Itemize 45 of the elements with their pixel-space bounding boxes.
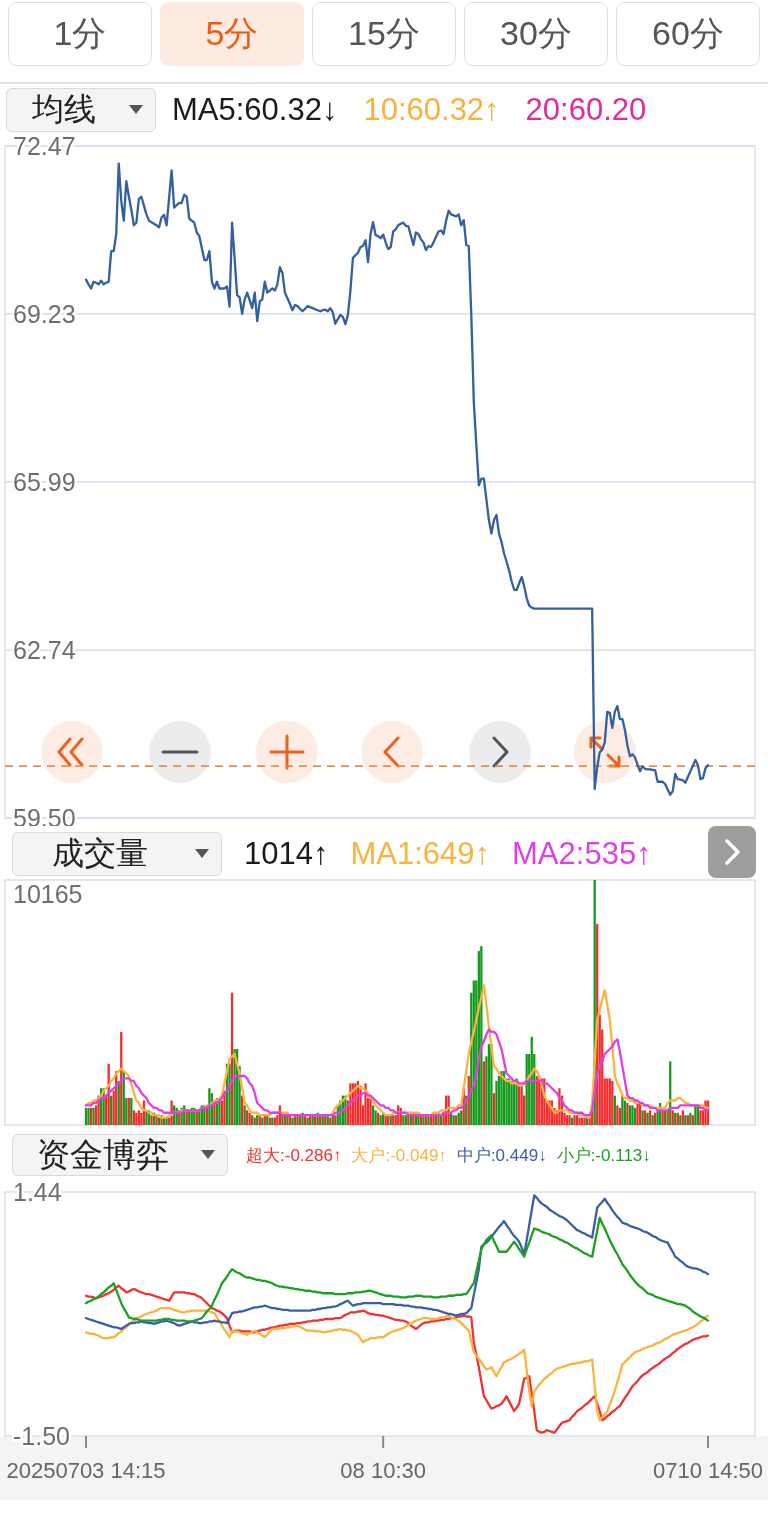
tab-button: 5分 xyxy=(160,2,304,66)
y-tick-label: 1.44 xyxy=(13,1178,62,1206)
bar xyxy=(575,1115,579,1125)
text: MA2:535↑ xyxy=(512,836,652,872)
y-tick-label: 69.23 xyxy=(13,299,76,328)
bar xyxy=(621,1095,624,1125)
line-series xyxy=(84,1194,710,1331)
text: 10165 xyxy=(13,880,83,909)
line-series xyxy=(84,1284,710,1434)
dropdown: 均线 xyxy=(6,88,156,132)
dropdown: 资金博弈 xyxy=(12,1134,228,1176)
dropdown: 成交量 xyxy=(12,832,222,876)
line-series xyxy=(84,1307,710,1422)
bar xyxy=(699,1110,702,1125)
bar xyxy=(243,1105,246,1125)
tab-button: 15分 xyxy=(312,2,456,66)
text: 20:60.20 xyxy=(525,92,647,128)
line-series xyxy=(84,162,710,796)
text: MA1:649↑ xyxy=(350,836,491,872)
bar xyxy=(495,1080,498,1125)
chart-title: 均线 xyxy=(32,90,96,129)
bar xyxy=(371,1105,375,1125)
text: MA5:60.32↓ xyxy=(172,92,338,128)
bar xyxy=(565,1115,569,1125)
bar xyxy=(681,1110,684,1125)
text: 1014↑ xyxy=(244,836,329,872)
text: 小户:-0.113↓ xyxy=(556,1144,651,1167)
text: 10:60.32↑ xyxy=(363,92,500,128)
series-label: 中户:0.449↓ xyxy=(456,1144,547,1167)
y-tick-label: 65.99 xyxy=(13,467,76,496)
tab-button: 60分 xyxy=(616,2,760,66)
line-series xyxy=(84,1216,710,1323)
x-tick-label: 0710 14:50 xyxy=(652,1458,764,1483)
tab-button: 1分 xyxy=(8,2,152,66)
y-tick-label: -1.50 xyxy=(13,1422,70,1450)
y-tick-label: 72.47 xyxy=(13,132,76,160)
y-tick-label: 62.74 xyxy=(13,636,76,665)
bar xyxy=(208,1088,211,1125)
chart-title: 成交量 xyxy=(52,834,148,873)
text: 大户:-0.049↑ xyxy=(351,1144,447,1167)
x-tick-label: 08 10:30 xyxy=(340,1458,426,1483)
tab-button: 30分 xyxy=(464,2,608,66)
x-tick-label: 20250703 14:15 xyxy=(6,1458,166,1483)
text: 超大:-0.286↑ xyxy=(246,1144,342,1167)
chart-title: 资金博弈 xyxy=(37,1134,169,1175)
